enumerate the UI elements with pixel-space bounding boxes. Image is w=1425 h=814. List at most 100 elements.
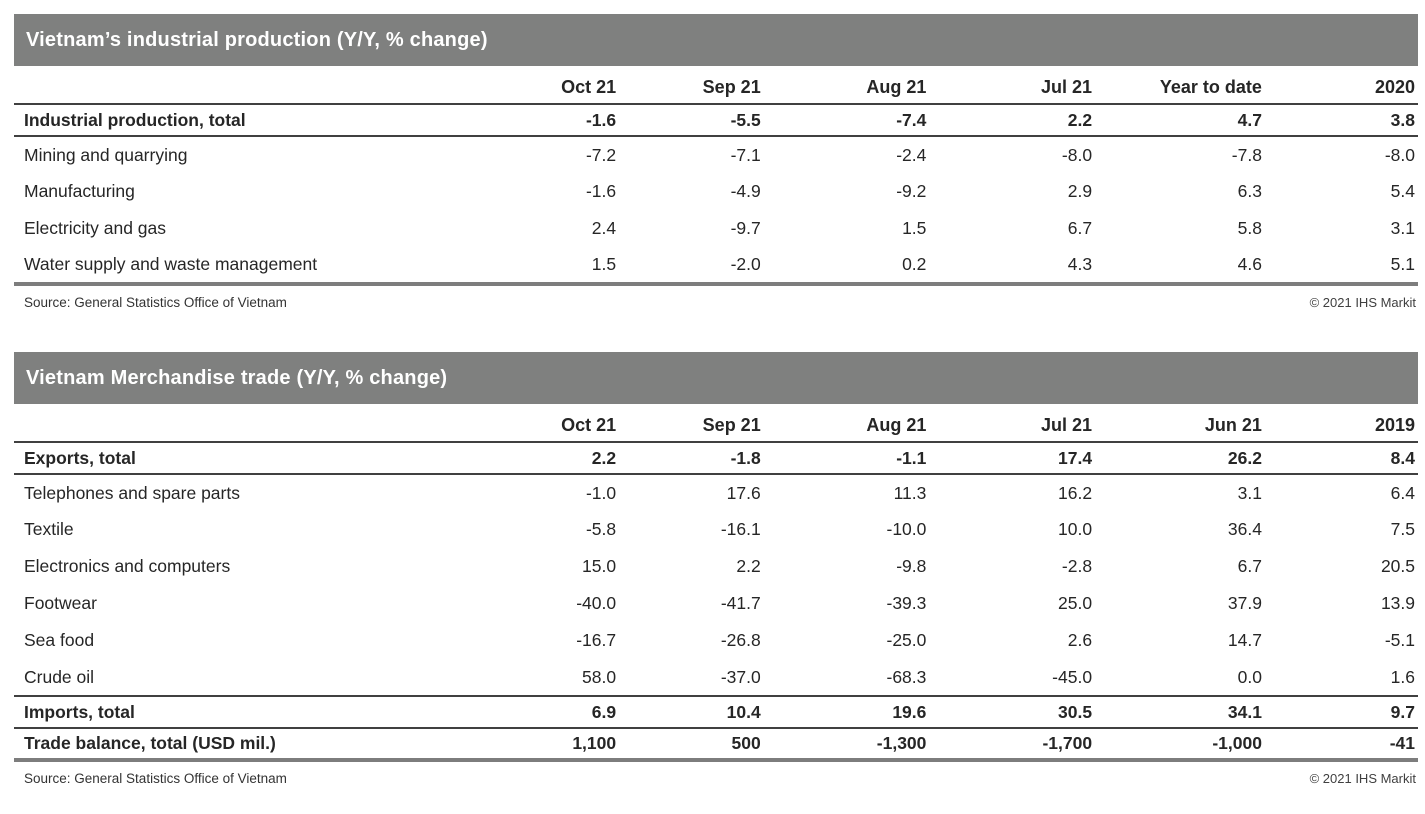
cell-value: 6.7 [1067, 218, 1093, 238]
column-header: 2020 [1264, 72, 1418, 105]
cell-value: 25.0 [1058, 593, 1093, 613]
cell-value: 2.2 [736, 556, 761, 576]
copyright-note: © 2021 IHS Markit [1309, 295, 1416, 310]
column-header: Aug 21 [763, 72, 930, 105]
cell-value: 5.8 [1237, 218, 1262, 238]
corner-cell [14, 72, 444, 105]
column-header: 2019 [1264, 410, 1418, 443]
cell-value: -7.4 [763, 103, 930, 137]
cell-value: -1.1 [763, 441, 930, 475]
cell-value: -2.0 [730, 254, 761, 274]
cell-value: -8.0 [1384, 144, 1415, 165]
cell-value: 14.7 [1227, 630, 1262, 650]
cell-value: 10.4 [619, 695, 764, 729]
column-header: Jul 21 [929, 410, 1096, 443]
cell-value: 2.9 [1067, 181, 1093, 201]
column-header: Sep 21 [619, 72, 764, 105]
total-row: Trade balance, total (USD mil.) 1,100 500-… [14, 727, 1418, 761]
total-row: Industrial production, total -1.6 -5.5 -7.4… [14, 103, 1418, 137]
cell-value: -1.6 [585, 181, 617, 201]
corner-cell [14, 410, 444, 443]
cell-value: -1,300 [763, 727, 930, 761]
cell-value: -1.0 [585, 482, 617, 503]
table-row: Mining and quarrying -7.2 -7.1 -2.4 -8.0 -7.8… [14, 136, 1418, 173]
cell-value: 10.0 [1058, 519, 1093, 539]
merchandise-trade-table-block: Vietnam Merchandise trade (Y/Y, % change… [14, 352, 1418, 786]
row-label: Sea food [24, 630, 95, 650]
cell-value: 16.2 [1058, 482, 1093, 503]
row-label: Electricity and gas [24, 218, 167, 238]
row-label: Electronics and computers [24, 556, 231, 576]
cell-value: 5.1 [1390, 254, 1415, 274]
industrial-production-table-block: Vietnam’s industrial production (Y/Y, % … [14, 14, 1418, 310]
column-header-row: Oct 21 Sep 21 Aug 21 Jul 21 Year to date 2020 [14, 72, 1418, 105]
row-label: Industrial production, total [14, 103, 444, 137]
source-note: Source: General Statistics Office of Vie… [24, 295, 287, 310]
row-label: Imports, total [14, 695, 444, 729]
cell-value: -5.8 [585, 519, 617, 539]
cell-value: -1.8 [619, 441, 764, 475]
cell-value: 3.8 [1264, 103, 1418, 137]
cell-value: 26.2 [1095, 441, 1265, 475]
cell-value: -5.5 [619, 103, 764, 137]
column-header-row: Oct 21 Sep 21 Aug 21 Jul 21 Jun 21 2019 [14, 410, 1418, 443]
row-label: Crude oil [24, 666, 95, 687]
column-header: Year to date [1095, 72, 1265, 105]
cell-value: -45.0 [1052, 666, 1093, 687]
table-row: Footwear -40.0 -41.7 -39.3 25.0 37.9 13.9 [14, 585, 1418, 622]
table-row: Sea food -16.7 -26.8 -25.0 2.6 14.7 -5.1 [14, 622, 1418, 659]
table-title-bar: Vietnam’s industrial production (Y/Y, % … [14, 14, 1418, 66]
cell-value: 1,100 [443, 727, 620, 761]
table-row: Textile -5.8 -16.1 -10.0 10.0 36.4 7.5 [14, 511, 1418, 548]
cell-value: 4.6 [1237, 254, 1262, 274]
report-page: Vietnam’s industrial production (Y/Y, % … [14, 14, 1418, 786]
table-row: Crude oil 58.0 -37.0 -68.3 -45.0 0.0 1.6 [14, 659, 1418, 696]
cell-value: -9.8 [896, 556, 927, 576]
cell-value: -5.1 [1384, 630, 1415, 650]
row-label: Footwear [24, 593, 97, 613]
table-title-bar: Vietnam Merchandise trade (Y/Y, % change… [14, 352, 1418, 404]
cell-value: 3.1 [1390, 218, 1415, 238]
cell-value: 2.6 [1067, 630, 1093, 650]
cell-value: -4.9 [730, 181, 761, 201]
cell-value: -37.0 [720, 666, 761, 687]
cell-value: 11.3 [893, 482, 927, 503]
industrial-production-table: Oct 21 Sep 21 Aug 21 Jul 21 Year to date 2020… [14, 72, 1418, 286]
cell-value: 6.4 [1390, 482, 1415, 503]
cell-value: 500 [619, 727, 764, 761]
cell-value: 0.2 [902, 254, 927, 274]
cell-value: 34.1 [1095, 695, 1265, 729]
table-footer: Source: General Statistics Office of Vie… [14, 762, 1418, 786]
column-header: Oct 21 [443, 410, 620, 443]
cell-value: -7.1 [730, 144, 761, 165]
table-title: Vietnam’s industrial production (Y/Y, % … [26, 28, 488, 51]
cell-value: 58.0 [582, 666, 617, 687]
cell-value: 37.9 [1227, 593, 1262, 613]
cell-value: -1,700 [929, 727, 1096, 761]
cell-value: 1.5 [902, 218, 927, 238]
cell-value: -8.0 [1061, 144, 1093, 165]
cell-value: 2.4 [591, 218, 617, 238]
cell-value: -10.0 [886, 519, 927, 539]
cell-value: 1.6 [1390, 666, 1415, 687]
cell-value: 7.5 [1390, 519, 1415, 539]
row-label: Manufacturing [24, 181, 135, 201]
cell-value: 17.6 [726, 482, 761, 503]
cell-value: -41.7 [720, 593, 761, 613]
cell-value: -1.6 [443, 103, 620, 137]
cell-value: -41 [1264, 727, 1418, 761]
cell-value: -9.7 [730, 218, 761, 238]
cell-value: -26.8 [720, 630, 761, 650]
cell-value: 6.9 [443, 695, 620, 729]
cell-value: -2.4 [896, 144, 927, 165]
cell-value: 6.7 [1237, 556, 1262, 576]
cell-value: 19.6 [763, 695, 930, 729]
cell-value: 8.4 [1264, 441, 1418, 475]
cell-value: 30.5 [929, 695, 1096, 729]
cell-value: 4.3 [1067, 254, 1093, 274]
column-header: Oct 21 [443, 72, 620, 105]
cell-value: 0.0 [1237, 666, 1262, 687]
table-body: Industrial production, total -1.6 -5.5 -7.4… [14, 103, 1418, 284]
table-body: Exports, total 2.2 -1.8 -1.1 17.4 26.2 8.4 Tele… [14, 441, 1418, 761]
cell-value: 3.1 [1237, 482, 1262, 503]
